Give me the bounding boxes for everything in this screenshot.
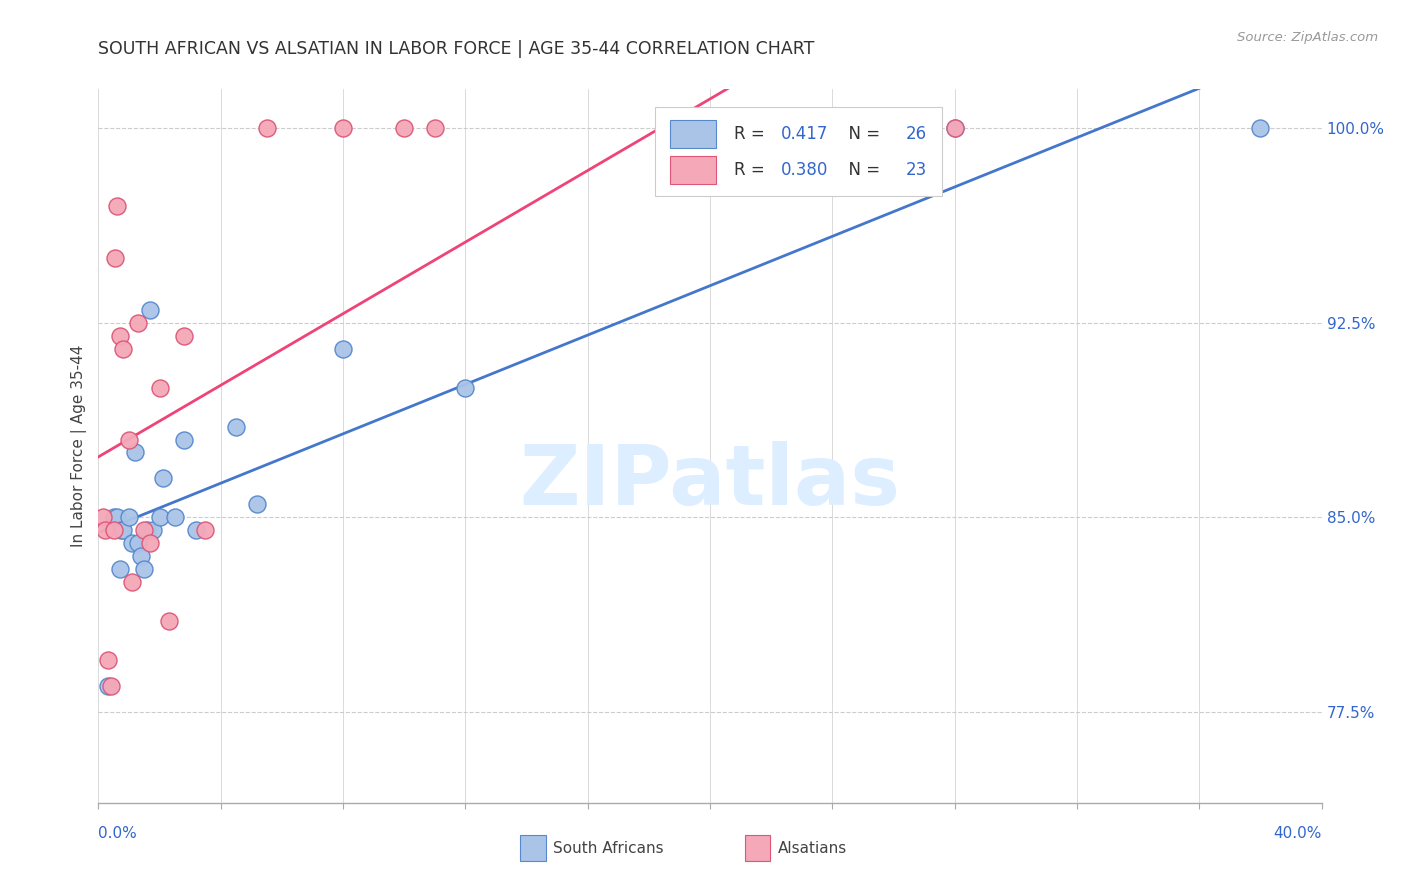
Point [173, 433, 195, 447]
Point [225, 419, 247, 434]
Point [423, 121, 446, 136]
Y-axis label: In Labor Force | Age 35-44: In Labor Force | Age 35-44 [72, 345, 87, 547]
Point [943, 121, 966, 136]
Text: Alsatians: Alsatians [778, 840, 846, 855]
Point [127, 536, 149, 550]
Text: 0.0%: 0.0% [98, 827, 138, 841]
Point [100, 679, 122, 693]
Point [134, 524, 156, 538]
Point [173, 328, 195, 343]
Point [93, 524, 115, 538]
Text: R =: R = [734, 161, 770, 178]
Point [103, 510, 125, 524]
Point [97, 679, 120, 693]
Point [118, 510, 141, 524]
Point [186, 524, 208, 538]
Text: N =: N = [838, 125, 886, 143]
Point [152, 471, 174, 485]
Point [332, 342, 354, 356]
Text: 0.380: 0.380 [780, 161, 828, 178]
Point [97, 653, 120, 667]
FancyBboxPatch shape [669, 120, 716, 148]
Text: SOUTH AFRICAN VS ALSATIAN IN LABOR FORCE | AGE 35-44 CORRELATION CHART: SOUTH AFRICAN VS ALSATIAN IN LABOR FORCE… [98, 40, 815, 58]
Point [124, 445, 146, 459]
Point [105, 510, 128, 524]
Point [108, 562, 131, 576]
Point [105, 199, 128, 213]
Text: 0.417: 0.417 [780, 125, 828, 143]
Text: ZIPatlas: ZIPatlas [520, 442, 900, 522]
Point [134, 562, 156, 576]
Point [142, 524, 165, 538]
Point [103, 524, 125, 538]
Point [110, 524, 132, 538]
Point [136, 524, 159, 538]
Point [111, 342, 134, 356]
Point [121, 575, 143, 590]
Point [127, 316, 149, 330]
Text: 26: 26 [905, 125, 927, 143]
Point [118, 433, 141, 447]
Point [1250, 121, 1272, 136]
Point [163, 510, 186, 524]
Point [111, 524, 134, 538]
Text: 40.0%: 40.0% [1274, 827, 1322, 841]
Point [149, 510, 172, 524]
Point [246, 497, 269, 511]
Point [454, 381, 477, 395]
Point [157, 614, 180, 628]
Point [149, 381, 172, 395]
Point [129, 549, 152, 564]
Point [104, 251, 127, 265]
FancyBboxPatch shape [669, 155, 716, 184]
Point [108, 328, 131, 343]
Point [194, 524, 217, 538]
Point [91, 510, 114, 524]
Point [121, 536, 143, 550]
Point [256, 121, 278, 136]
Point [392, 121, 416, 136]
FancyBboxPatch shape [655, 107, 942, 196]
Point [139, 302, 162, 317]
Point [139, 536, 162, 550]
Text: South Africans: South Africans [553, 840, 664, 855]
Text: N =: N = [838, 161, 886, 178]
Point [332, 121, 354, 136]
Text: Source: ZipAtlas.com: Source: ZipAtlas.com [1237, 31, 1378, 45]
Text: R =: R = [734, 125, 770, 143]
Point [943, 121, 966, 136]
Text: 23: 23 [905, 161, 927, 178]
